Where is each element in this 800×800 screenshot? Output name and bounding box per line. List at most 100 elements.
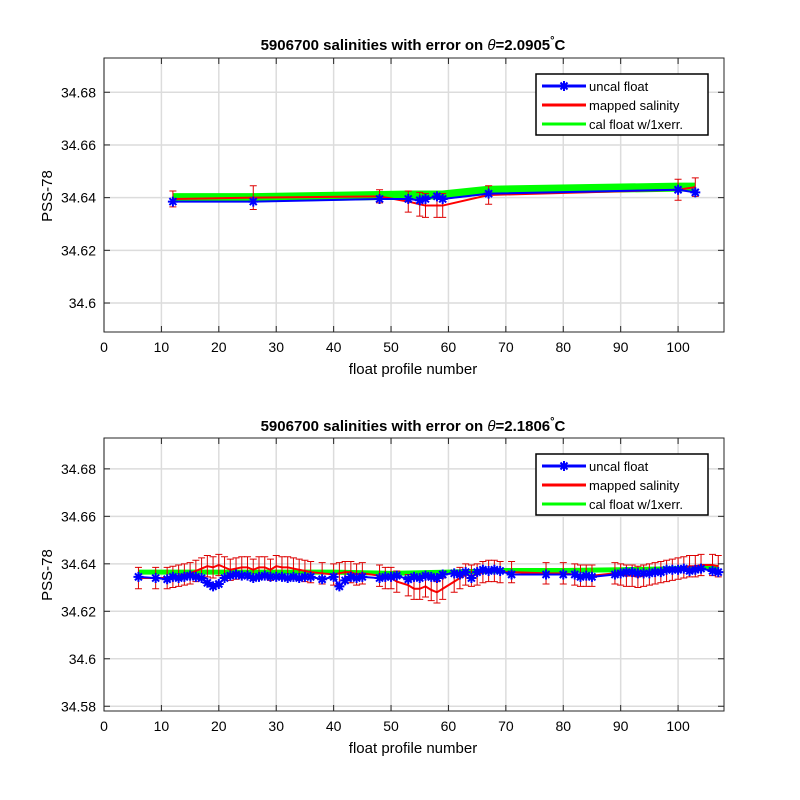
bottom-uncal-float-point [133,571,144,582]
bottom-uncal-float-point [328,571,339,582]
bottom-uncal-float-point [345,571,356,582]
bottom-legend-label: uncal float [589,459,649,474]
bottom-uncal-float-point [586,571,597,582]
bottom-uncal-float-point [466,573,477,584]
bottom-uncal-float-point [414,573,425,584]
bottom-title-degree: ° [550,416,554,428]
bottom-uncal-float-point [621,567,632,578]
bottom-y-tick-label: 34.58 [61,698,96,714]
top-legend-marker [559,81,569,91]
bottom-uncal-float-point [454,569,465,580]
bottom-chart-ylabel: PSS-78 [39,549,56,601]
top-uncal-float-point [420,193,431,204]
bottom-uncal-float-point [431,573,442,584]
bottom-uncal-float-point [282,573,293,584]
bottom-uncal-float-point [213,578,224,589]
top-legend-label: uncal float [589,79,649,94]
bottom-uncal-float-point [231,569,242,580]
bottom-error-bar [203,555,211,578]
bottom-uncal-float-point [173,573,184,584]
top-x-tick-label: 20 [211,339,227,355]
bottom-uncal-float-point [334,581,345,592]
bottom-chart-title: 5906700 salinities with error on θ=2.180… [261,416,566,435]
bottom-uncal-float-point [684,565,695,576]
top-y-tick-label: 34.62 [61,242,96,258]
bottom-uncal-float-point [248,573,259,584]
bottom-uncal-float-point [650,567,661,578]
bottom-plot-area: 0 10 20 30 40 50 60 70 80 90 100 34.58 34.6 34.62 34.6… [61,437,725,734]
top-chart-title: 5906700 salinities with error on θ=2.090… [261,35,566,54]
top-uncal-float-point [403,193,414,204]
bottom-uncal-float-point [242,570,253,581]
bottom-x-tick-label: 40 [326,718,342,734]
bottom-uncal-float-point [150,573,161,584]
top-uncal-float-point [437,193,448,204]
bottom-x-tick-label: 100 [666,718,690,734]
bottom-error-bar [209,556,217,579]
bottom-uncal-float-point [667,564,678,575]
bottom-uncal-float-point [219,573,230,584]
bottom-uncal-float-point [632,568,643,579]
bottom-x-tick-label: 20 [211,718,227,734]
bottom-uncal-float-point [609,569,620,580]
top-uncal-float-point [431,191,442,202]
top-chart-ylabel: PSS-78 [39,170,56,222]
bottom-uncal-float-point [317,574,328,585]
bottom-uncal-float-point [225,570,236,581]
top-y-tick-label: 34.66 [61,137,96,153]
bottom-uncal-float-point [374,573,385,584]
bottom-x-tick-label: 30 [268,718,284,734]
top-uncal-float-point [690,187,701,198]
top-y-tick-label: 34.6 [69,295,96,311]
bottom-uncal-float-point [190,571,201,582]
bottom-x-tick-label: 60 [441,718,457,734]
bottom-uncal-float-point [403,574,414,585]
bottom-cal-float-line [138,564,719,576]
bottom-uncal-float-point [575,571,586,582]
bottom-uncal-float-point [357,571,368,582]
bottom-uncal-float-point [678,563,689,574]
bottom-uncal-float-point [558,569,569,580]
top-uncal-float-point [167,196,178,207]
top-chart-xlabel: float profile number [349,361,477,378]
bottom-uncal-float-point [615,568,626,579]
bottom-uncal-float-point [638,568,649,579]
bottom-uncal-float-point [294,573,305,584]
bottom-uncal-float-point [196,573,207,584]
top-chart: 5906700 salinities with error on θ=2.090… [39,35,725,378]
bottom-uncal-float-point [254,571,264,582]
bottom-uncal-float-point [477,564,488,575]
top-uncal-float-point [483,188,494,199]
bottom-x-tick-label: 10 [154,718,170,734]
bottom-uncal-float-point [644,568,655,579]
top-uncal-float-point [673,184,684,195]
top-x-tick-label: 60 [441,339,457,355]
top-y-tick-label: 34.64 [61,190,96,206]
bottom-legend-label: mapped salinity [589,478,680,493]
top-x-tick-label: 70 [498,339,514,355]
bottom-uncal-float-point [208,581,219,592]
bottom-uncal-float-point [673,564,684,575]
bottom-uncal-float-point [713,567,724,578]
bottom-x-tick-label: 50 [383,718,399,734]
bottom-uncal-float-point [541,569,552,580]
bottom-uncal-float-point [707,565,718,576]
bottom-y-tick-label: 34.6 [69,651,96,667]
bottom-uncal-float-point [391,570,402,581]
bottom-uncal-float-point [696,563,707,574]
bottom-x-tick-label: 0 [100,718,108,734]
bottom-uncal-float-point [299,571,310,582]
bottom-y-tick-label: 34.66 [61,508,96,524]
top-title-value: =2.0905 [496,37,551,54]
bottom-title-theta: θ [487,418,495,435]
bottom-axes-box [103,437,725,712]
bottom-uncal-float-point [581,570,592,581]
bottom-uncal-float-point [495,565,506,576]
bottom-x-tick-label: 90 [613,718,629,734]
top-uncal-float-point [374,193,385,204]
bottom-title-value: =2.1806 [496,418,551,435]
bottom-uncal-float-point [449,568,460,579]
top-x-tick-label: 90 [613,339,629,355]
top-legend-label: mapped salinity [589,98,680,113]
